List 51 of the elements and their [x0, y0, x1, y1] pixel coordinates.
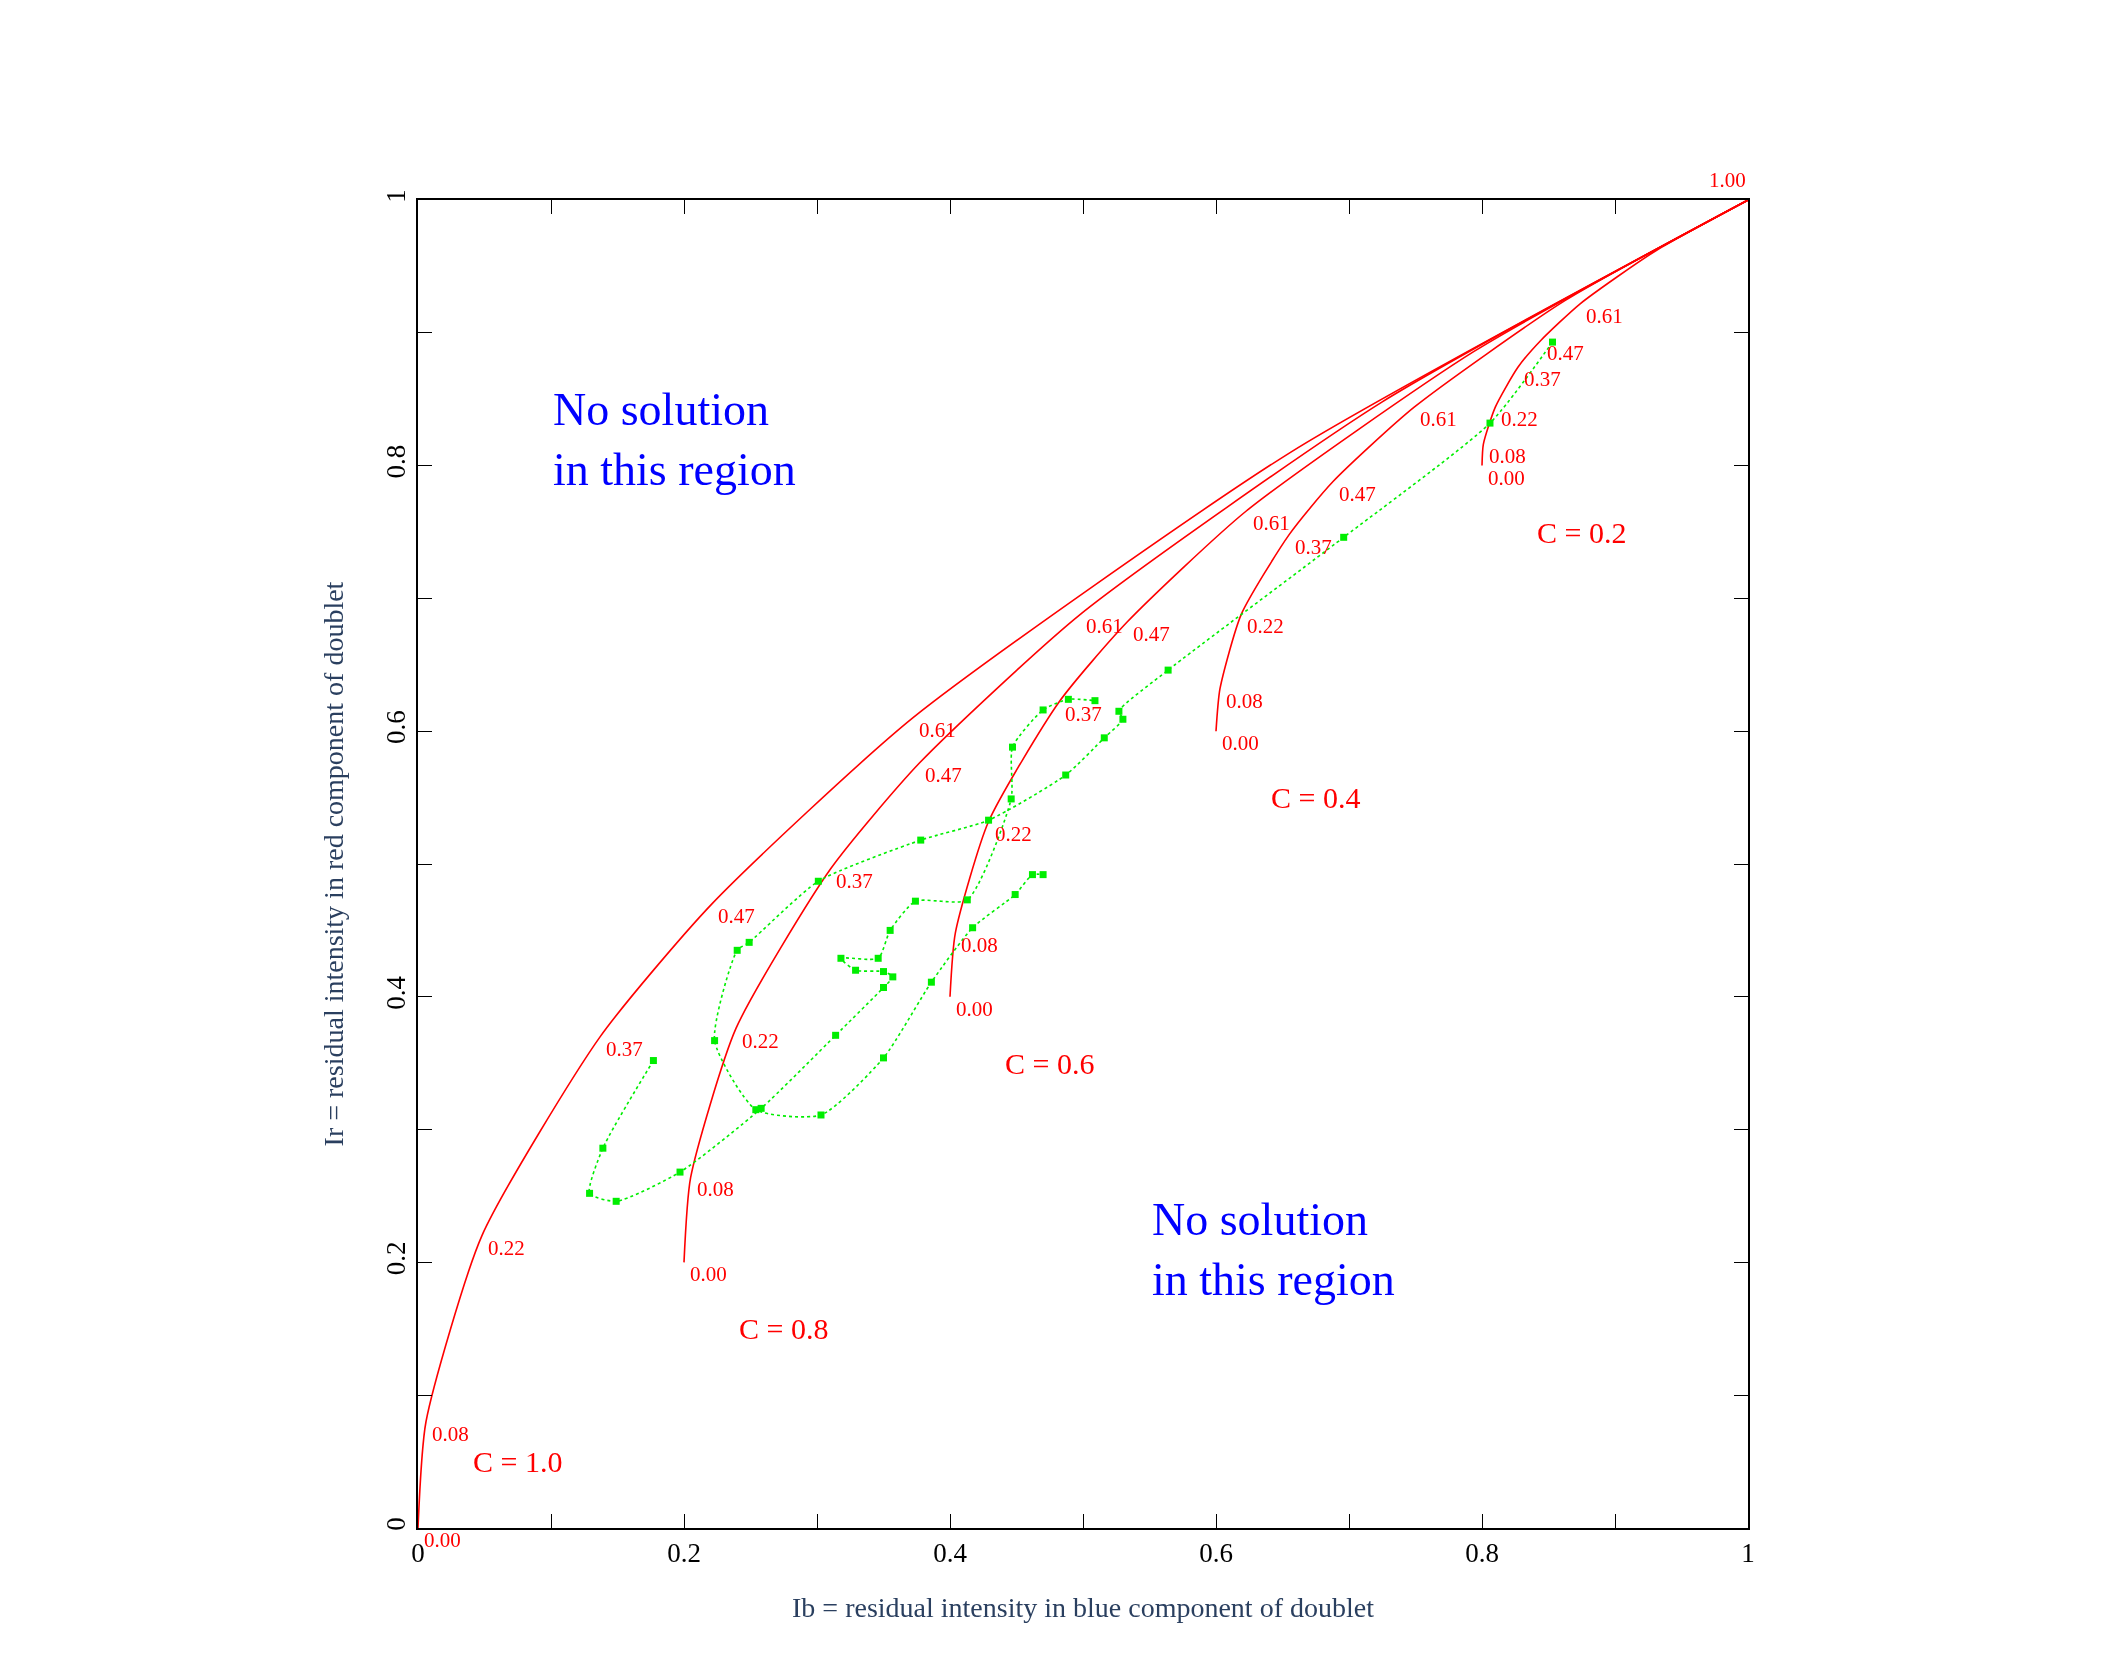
annotation: 0.37: [836, 869, 873, 893]
y-tick-label: 0.2: [381, 1241, 412, 1276]
annotation: 0.61: [919, 718, 956, 742]
annotation: No solution in this region: [1152, 1194, 1395, 1305]
annotation: 1.00: [1709, 168, 1746, 192]
annotation: 0.61: [1420, 407, 1457, 431]
x-tick-label: 0.2: [667, 1538, 701, 1569]
x-tick-label: 0.8: [1465, 1538, 1499, 1569]
annotation: 0.47: [1133, 622, 1170, 646]
annotation: 0.61: [1086, 614, 1123, 638]
annotation: 0.47: [925, 763, 962, 787]
y-tick-label: 0.4: [381, 975, 412, 1010]
y-tick-label: 0.6: [381, 710, 412, 745]
x-axis-title: Ib = residual intensity in blue component of doublet: [792, 1591, 1375, 1623]
y-tick-label: 0.8: [381, 444, 412, 479]
text: C = 0.4: [1271, 781, 1361, 814]
annotation: 0.08: [1226, 689, 1263, 713]
y-tick-label: 0: [381, 1517, 412, 1531]
annotation: No solution in this region: [553, 384, 796, 495]
annotation: 0.22: [995, 822, 1032, 846]
text: C = 0.8: [739, 1312, 829, 1345]
annotation: 0.08: [961, 933, 998, 957]
annotation: 0.00: [1488, 466, 1525, 490]
y-tick-label: 1: [381, 189, 412, 203]
annotation: 0.22: [742, 1029, 779, 1053]
annotation: 0.22: [1501, 407, 1538, 431]
annotation: 0.00: [690, 1262, 727, 1286]
annotation: 0.47: [718, 904, 755, 928]
annotation: 0.00: [956, 997, 993, 1021]
annotation: 0.37: [1065, 702, 1102, 726]
annotation: 0.00: [1222, 731, 1259, 755]
annotation: 0.00: [424, 1528, 461, 1552]
annotation: 0.61: [1586, 304, 1623, 328]
annotation: 0.08: [1489, 444, 1526, 468]
annotation: 0.47: [1547, 341, 1584, 365]
annotation: 0.37: [606, 1037, 643, 1061]
annotation: 0.37: [1524, 367, 1561, 391]
text: C = 0.2: [1537, 516, 1627, 549]
y-axis-title: Ir = residual intensity in red component of doublet: [317, 581, 349, 1147]
x-tick-label: 0.4: [933, 1538, 968, 1569]
annotation: 0.08: [432, 1422, 469, 1446]
annotation: 0.22: [1247, 614, 1284, 638]
series-label: C = 1.0: [473, 1445, 563, 1478]
x-tick-label: 1: [1741, 1538, 1755, 1569]
annotation: 0.37: [1295, 535, 1332, 559]
annotation: 0.22: [488, 1236, 525, 1260]
annotation: 0.08: [697, 1177, 734, 1201]
annotation: 0.61: [1253, 511, 1290, 535]
text: C = 0.6: [1005, 1047, 1095, 1080]
x-tick-label: 0.6: [1199, 1538, 1233, 1569]
annotation: 0.47: [1339, 482, 1376, 506]
